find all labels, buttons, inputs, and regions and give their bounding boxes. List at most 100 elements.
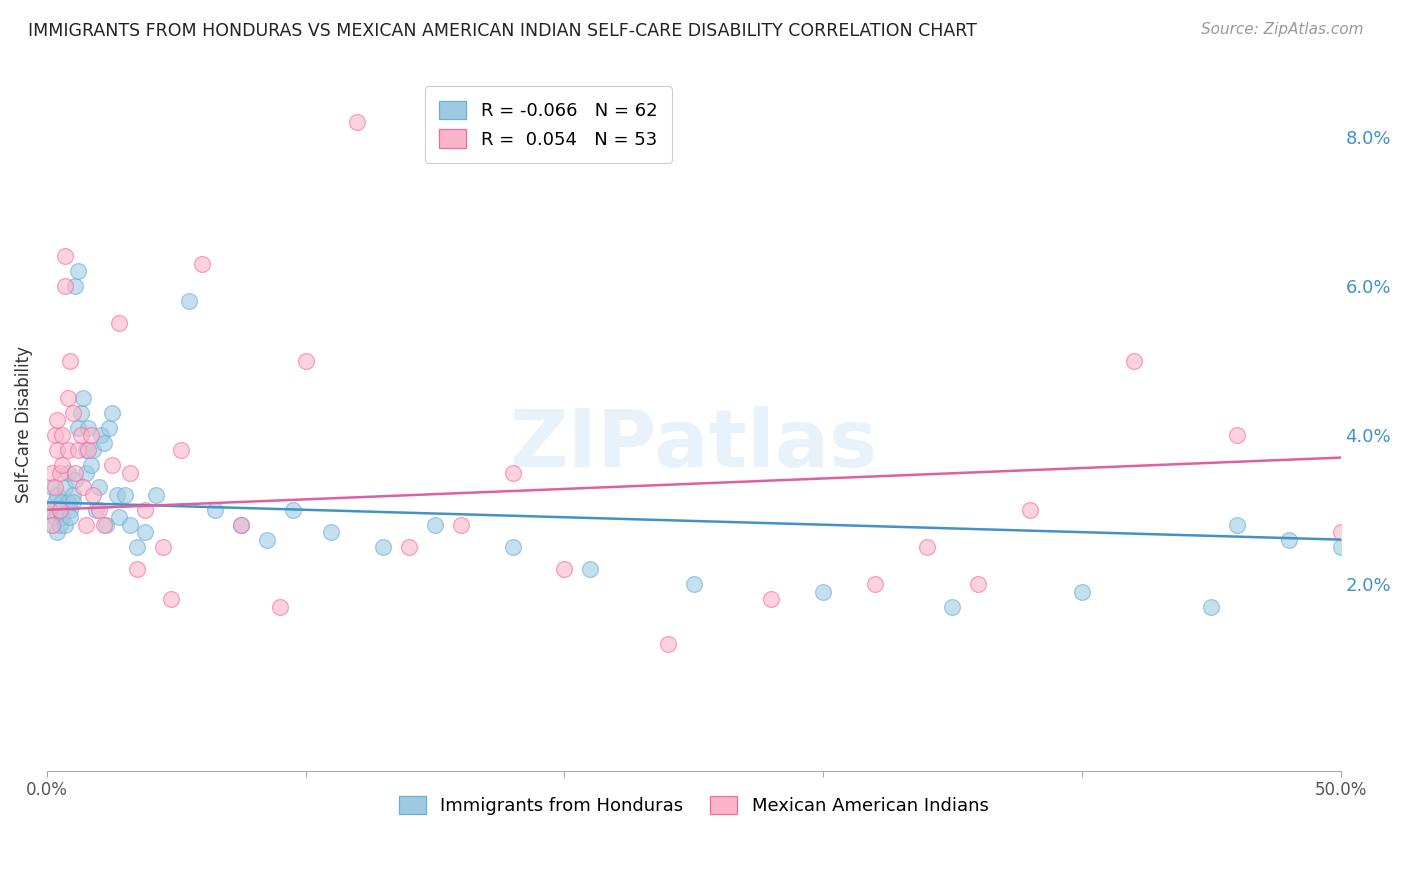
Point [41, 480, 63, 494]
Point [44, 480, 66, 494]
Point [579, 562, 602, 576]
Point [811, 584, 834, 599]
Point [38, 503, 60, 517]
Point [77, 421, 100, 435]
Legend: Immigrants from Honduras, Mexican American Indians: Immigrants from Honduras, Mexican Americ… [389, 787, 998, 824]
Point [80, 458, 103, 472]
Point [53, 249, 76, 263]
Point [1329, 540, 1351, 554]
Point [160, 592, 183, 607]
Point [51, 495, 73, 509]
Point [41, 517, 63, 532]
Point [46, 488, 69, 502]
Point [100, 458, 122, 472]
Point [62, 488, 84, 502]
Point [145, 488, 167, 502]
Point [761, 592, 783, 607]
Point [321, 525, 343, 540]
Point [49, 503, 72, 517]
Point [69, 406, 91, 420]
Point [62, 406, 84, 420]
Point [502, 466, 524, 480]
Point [44, 495, 66, 509]
Point [1122, 353, 1144, 368]
Point [53, 279, 76, 293]
Point [59, 503, 82, 517]
Point [100, 406, 122, 420]
Point [118, 466, 141, 480]
Point [51, 458, 73, 472]
Point [170, 443, 193, 458]
Text: IMMIGRANTS FROM HONDURAS VS MEXICAN AMERICAN INDIAN SELF-CARE DISABILITY CORRELA: IMMIGRANTS FROM HONDURAS VS MEXICAN AMER… [28, 22, 977, 40]
Point [281, 503, 304, 517]
Point [66, 421, 89, 435]
Point [373, 540, 395, 554]
Point [49, 466, 72, 480]
Point [72, 391, 94, 405]
Point [1019, 503, 1042, 517]
Point [82, 488, 104, 502]
Text: Source: ZipAtlas.com: Source: ZipAtlas.com [1201, 22, 1364, 37]
Point [56, 443, 79, 458]
Point [1278, 533, 1301, 547]
Point [863, 577, 886, 591]
Point [191, 257, 214, 271]
Point [269, 599, 291, 614]
Point [93, 517, 115, 532]
Point [41, 466, 63, 480]
Point [82, 443, 104, 458]
Point [66, 443, 89, 458]
Point [44, 510, 66, 524]
Point [204, 503, 226, 517]
Point [90, 428, 112, 442]
Point [423, 517, 446, 532]
Point [77, 443, 100, 458]
Point [179, 294, 201, 309]
Point [93, 435, 115, 450]
Point [56, 495, 79, 509]
Point [69, 428, 91, 442]
Point [59, 510, 82, 524]
Point [657, 637, 679, 651]
Point [80, 428, 103, 442]
Point [46, 413, 69, 427]
Point [46, 443, 69, 458]
Point [346, 115, 368, 129]
Point [105, 488, 128, 502]
Point [941, 599, 963, 614]
Text: ZIPatlas: ZIPatlas [509, 406, 877, 483]
Point [229, 517, 252, 532]
Point [51, 510, 73, 524]
Point [96, 517, 118, 532]
Point [915, 540, 938, 554]
Point [75, 443, 97, 458]
Point [59, 353, 82, 368]
Point [75, 517, 97, 532]
Point [256, 533, 278, 547]
Point [127, 540, 149, 554]
Point [62, 495, 84, 509]
Point [66, 264, 89, 278]
Point [967, 577, 990, 591]
Point [127, 562, 149, 576]
Point [44, 428, 66, 442]
Point [108, 510, 131, 524]
Point [398, 540, 420, 554]
Point [65, 473, 87, 487]
Point [1329, 525, 1351, 540]
Point [51, 428, 73, 442]
Point [53, 517, 76, 532]
Point [65, 466, 87, 480]
Point [75, 466, 97, 480]
Point [98, 421, 121, 435]
Point [294, 353, 316, 368]
Point [87, 503, 110, 517]
Y-axis label: Self-Care Disability: Self-Care Disability [15, 345, 32, 502]
Point [229, 517, 252, 532]
Point [114, 488, 136, 502]
Point [1199, 599, 1222, 614]
Point [1226, 428, 1249, 442]
Point [118, 517, 141, 532]
Point [65, 279, 87, 293]
Point [502, 540, 524, 554]
